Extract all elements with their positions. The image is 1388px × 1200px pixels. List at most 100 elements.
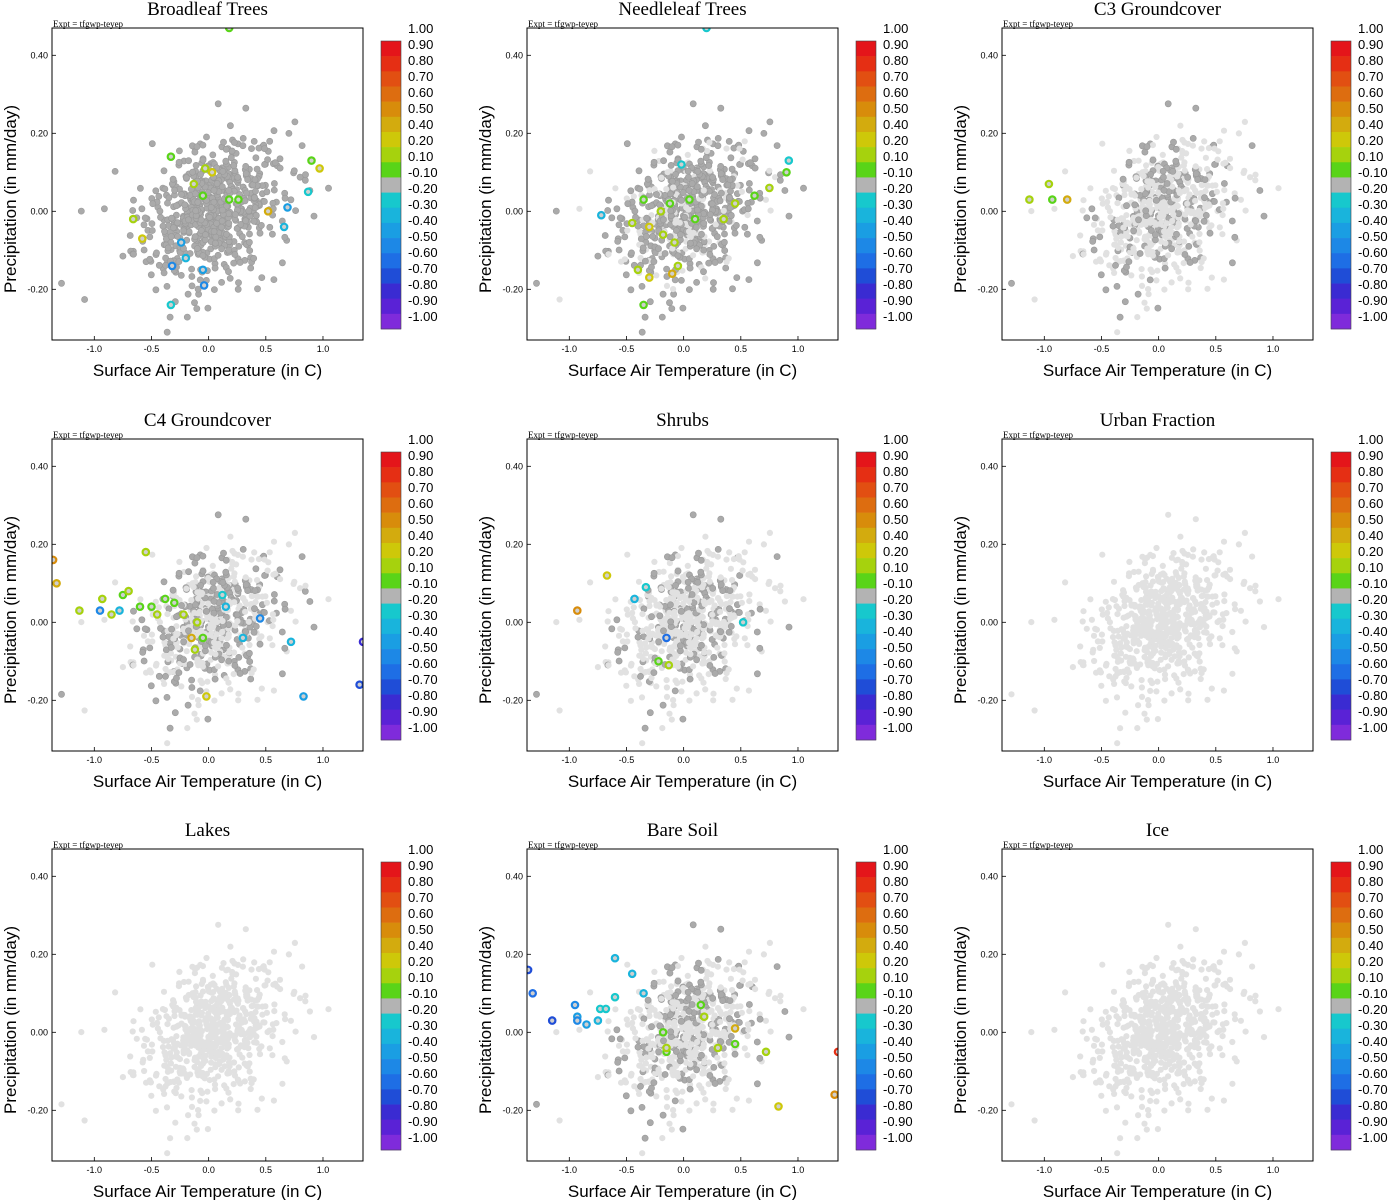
background-point xyxy=(638,694,646,701)
background-point xyxy=(1249,553,1256,560)
background-point xyxy=(1214,567,1221,574)
neutral-point xyxy=(245,207,253,215)
colorbar-swatch xyxy=(1331,467,1351,483)
neutral-point xyxy=(1152,231,1159,239)
colorbar-swatch xyxy=(856,482,876,498)
highlight-point xyxy=(190,645,200,654)
colorbar-label: -0.40 xyxy=(408,624,438,639)
background-point xyxy=(215,1009,222,1016)
neutral-point xyxy=(138,616,146,624)
background-point xyxy=(658,648,665,655)
background-point xyxy=(663,282,671,289)
background-point xyxy=(685,610,693,617)
background-point xyxy=(669,589,676,596)
neutral-point xyxy=(1113,282,1121,290)
highlight-point xyxy=(141,547,151,557)
neutral-point xyxy=(694,167,702,175)
background-point xyxy=(252,1025,259,1032)
x-tick-label: 0.5 xyxy=(260,755,273,765)
background-point xyxy=(1196,239,1203,246)
colorbar-swatch xyxy=(381,573,401,589)
background-point xyxy=(167,1135,174,1142)
neutral-point xyxy=(101,205,108,213)
background-point xyxy=(178,683,185,690)
background-point xyxy=(1136,603,1144,610)
highlight-point xyxy=(596,210,606,220)
y-tick-label: 0.20 xyxy=(30,539,48,549)
colorbar-label: -1.00 xyxy=(883,309,913,324)
background-point xyxy=(1147,582,1154,589)
highlight-point xyxy=(176,238,186,247)
background-point xyxy=(202,1052,209,1059)
background-point xyxy=(1080,251,1087,258)
background-point xyxy=(198,627,205,635)
y-tick-label: 0.40 xyxy=(505,50,523,60)
background-point xyxy=(624,611,631,618)
background-point xyxy=(727,599,734,606)
background-point xyxy=(137,1006,144,1013)
background-point xyxy=(264,977,271,984)
colorbar-swatch xyxy=(1331,298,1351,315)
background-point xyxy=(251,997,259,1004)
neutral-point xyxy=(653,191,660,198)
colorbar-label: -0.40 xyxy=(883,213,913,228)
neutral-point xyxy=(175,569,183,577)
background-point xyxy=(214,1001,221,1008)
colorbar-swatch xyxy=(1331,618,1351,635)
background-point xyxy=(1189,553,1196,560)
background-point xyxy=(619,638,627,645)
x-axis-label: Surface Air Temperature (in C) xyxy=(93,361,322,380)
neutral-point xyxy=(160,269,168,277)
neutral-point xyxy=(325,184,332,192)
background-point xyxy=(192,1011,199,1018)
background-point xyxy=(1169,628,1176,636)
background-point xyxy=(227,1096,234,1103)
background-point xyxy=(1204,577,1211,584)
background-point xyxy=(687,233,694,241)
highlight-point xyxy=(52,555,58,565)
highlight-point xyxy=(283,203,292,212)
background-point xyxy=(1142,233,1149,240)
background-point xyxy=(1098,195,1105,202)
background-point xyxy=(724,592,732,599)
background-point xyxy=(1156,625,1163,632)
background-point xyxy=(1107,625,1114,632)
neutral-point xyxy=(261,572,268,579)
background-point xyxy=(174,1054,181,1061)
background-point xyxy=(205,600,212,607)
colorbar-label: 0.20 xyxy=(1358,133,1383,148)
expt-label: Expt = tfgwp-teyep xyxy=(528,430,599,440)
colorbar-swatch xyxy=(856,298,876,315)
neutral-point xyxy=(727,211,735,219)
x-tick-label: -0.5 xyxy=(144,755,160,765)
background-point xyxy=(576,616,583,623)
background-point xyxy=(1141,710,1148,717)
background-point xyxy=(237,1042,244,1049)
neutral-point xyxy=(202,607,210,615)
background-point xyxy=(1128,602,1135,609)
background-point xyxy=(1196,650,1203,657)
neutral-point xyxy=(636,185,644,193)
background-point xyxy=(218,635,225,642)
colorbar-label: -0.30 xyxy=(883,608,913,623)
background-point xyxy=(235,690,242,697)
neutral-point xyxy=(608,214,616,222)
background-point xyxy=(1190,546,1197,553)
background-point xyxy=(1241,167,1248,174)
neutral-point xyxy=(251,605,258,613)
colorbar-swatch xyxy=(381,633,401,650)
background-point xyxy=(1226,155,1234,162)
colorbar-label: -0.20 xyxy=(408,181,438,196)
neutral-point xyxy=(140,246,148,254)
background-point xyxy=(1219,231,1226,238)
background-point xyxy=(153,1070,160,1077)
neutral-point xyxy=(251,194,258,202)
background-point xyxy=(1231,190,1238,197)
neutral-point xyxy=(141,214,149,222)
neutral-point xyxy=(533,279,540,287)
background-point xyxy=(1143,573,1150,580)
y-tick-label: -0.20 xyxy=(977,695,998,705)
background-point xyxy=(206,625,213,632)
background-point xyxy=(617,625,624,633)
background-point xyxy=(1096,667,1103,674)
